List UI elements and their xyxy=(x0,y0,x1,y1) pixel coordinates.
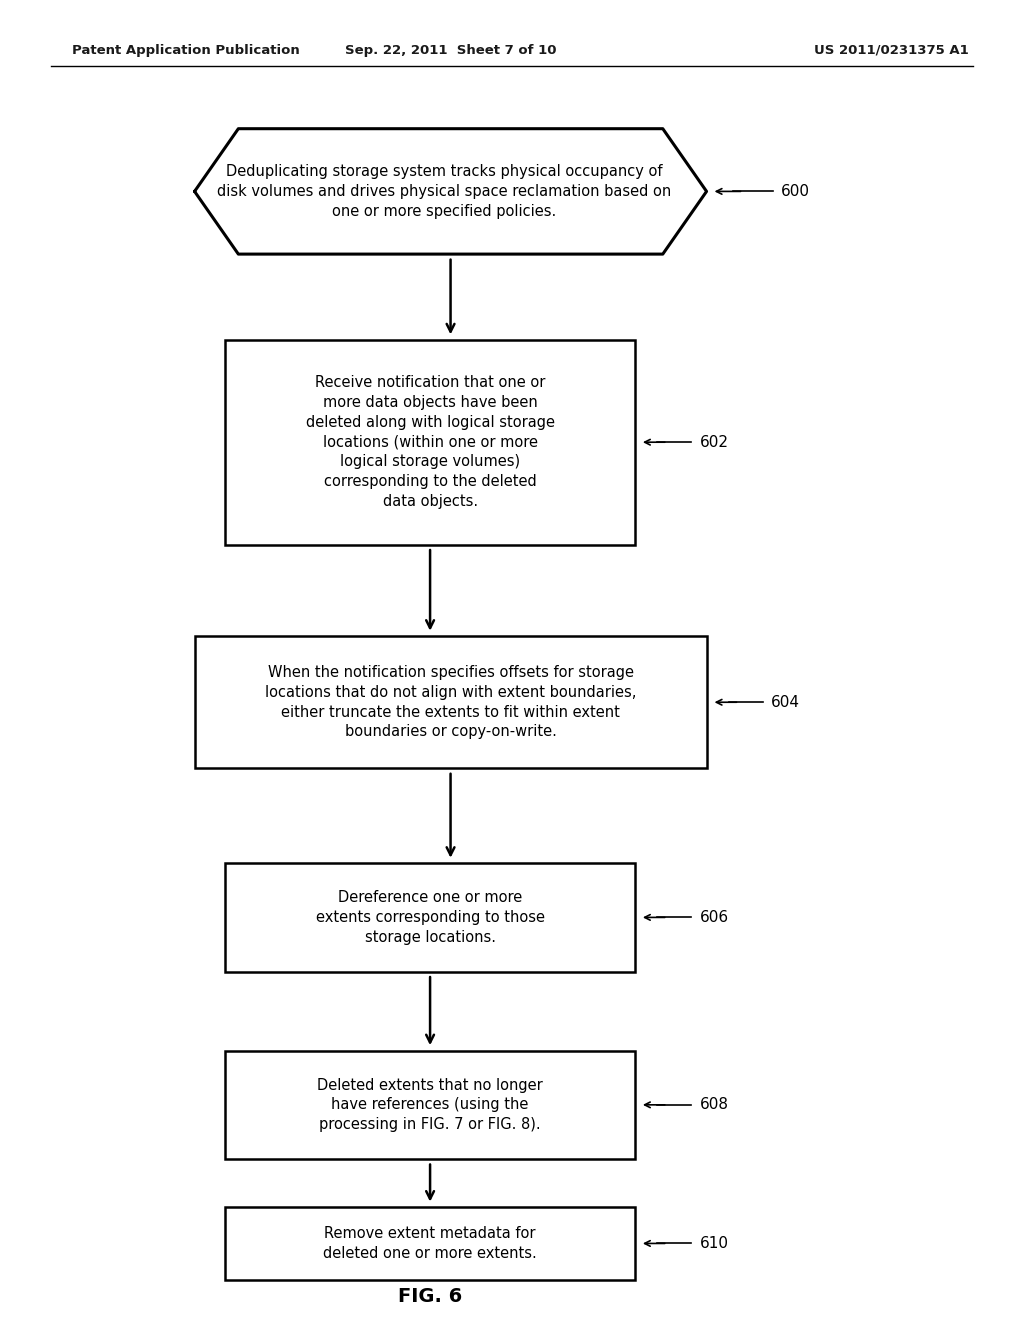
Text: 606: 606 xyxy=(699,909,728,925)
Bar xyxy=(195,636,707,768)
Text: Receive notification that one or
more data objects have been
deleted along with : Receive notification that one or more da… xyxy=(305,375,555,510)
Text: 602: 602 xyxy=(699,434,728,450)
Bar xyxy=(225,1206,635,1280)
Text: Sep. 22, 2011  Sheet 7 of 10: Sep. 22, 2011 Sheet 7 of 10 xyxy=(345,44,556,57)
Text: Patent Application Publication: Patent Application Publication xyxy=(72,44,299,57)
Bar xyxy=(225,1051,635,1159)
Bar xyxy=(225,339,635,544)
Text: Deleted extents that no longer
have references (using the
processing in FIG. 7 o: Deleted extents that no longer have refe… xyxy=(317,1077,543,1133)
Text: When the notification specifies offsets for storage
locations that do not align : When the notification specifies offsets … xyxy=(265,665,636,739)
Text: 604: 604 xyxy=(771,694,800,710)
Text: 610: 610 xyxy=(699,1236,728,1251)
Text: Remove extent metadata for
deleted one or more extents.: Remove extent metadata for deleted one o… xyxy=(324,1226,537,1261)
Text: US 2011/0231375 A1: US 2011/0231375 A1 xyxy=(813,44,969,57)
Polygon shape xyxy=(195,129,707,253)
Text: Dereference one or more
extents corresponding to those
storage locations.: Dereference one or more extents correspo… xyxy=(315,890,545,945)
Bar xyxy=(225,863,635,972)
Text: 608: 608 xyxy=(699,1097,728,1113)
Text: FIG. 6: FIG. 6 xyxy=(398,1287,462,1305)
Text: Deduplicating storage system tracks physical occupancy of
disk volumes and drive: Deduplicating storage system tracks phys… xyxy=(217,164,671,219)
Text: 600: 600 xyxy=(781,183,810,199)
